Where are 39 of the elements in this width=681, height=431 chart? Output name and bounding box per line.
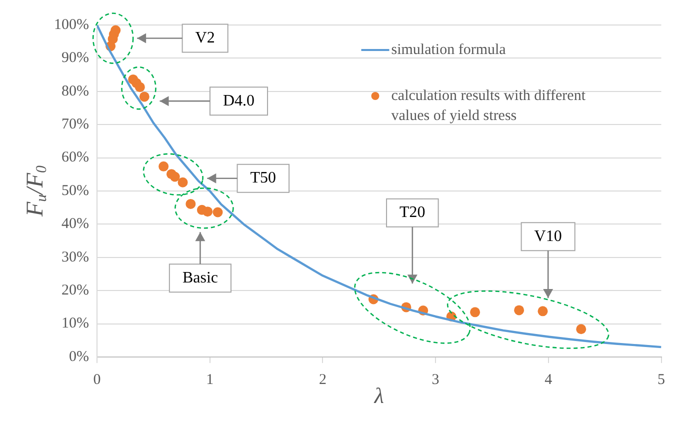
point <box>158 161 169 172</box>
point <box>514 305 524 316</box>
point <box>538 306 548 316</box>
legend-label: calculation results with different values of yield stress <box>391 88 586 124</box>
legend-label: simulation formula <box>391 42 506 58</box>
point <box>212 207 223 218</box>
x-tick-label: 2 <box>318 372 326 388</box>
annotation: V10 <box>534 228 562 245</box>
x-tick-label: 0 <box>93 372 101 388</box>
y-tick-label: 90% <box>61 50 89 66</box>
annotation: T50 <box>250 170 276 187</box>
point <box>139 92 150 102</box>
y-tick-label: 0% <box>68 348 89 365</box>
annotation: T20 <box>400 204 426 222</box>
x-tick-label: 5 <box>658 372 665 388</box>
point <box>186 198 196 209</box>
point <box>576 324 586 334</box>
x-axis-title: λ <box>373 382 384 408</box>
point <box>134 82 145 92</box>
y-tick-label: 30% <box>61 249 89 266</box>
y-tick-label: 10% <box>61 316 89 332</box>
y-tick-label: 100% <box>54 16 89 33</box>
point <box>178 177 188 188</box>
annotation: D4.0 <box>222 92 255 110</box>
x-tick-label: 3 <box>432 372 440 388</box>
x-tick-label: 4 <box>544 372 553 388</box>
y-tick-label: 70% <box>61 116 89 133</box>
y-tick-label: 50% <box>61 182 89 199</box>
point <box>170 172 180 182</box>
y-tick-label: 60% <box>61 150 89 166</box>
point <box>470 307 480 318</box>
point <box>202 206 213 217</box>
annotation: V2 <box>195 29 215 46</box>
y-tick-label: 20% <box>61 282 89 299</box>
annotation: Basic <box>182 269 218 286</box>
y-tick-label: 80% <box>61 83 89 100</box>
y-axis-title: Fu/F0 <box>22 165 50 218</box>
y-tick-label: 40% <box>61 216 89 232</box>
x-tick-label: 1 <box>206 372 214 388</box>
